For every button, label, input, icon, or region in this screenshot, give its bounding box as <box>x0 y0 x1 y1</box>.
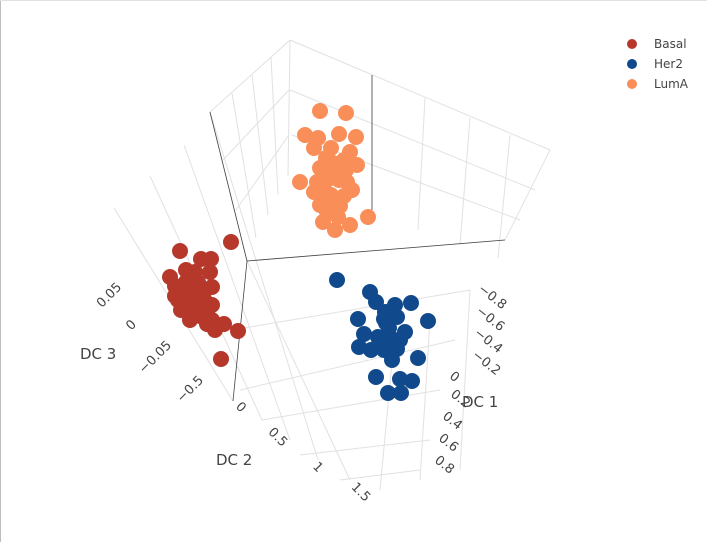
data-point-luma[interactable] <box>314 182 330 198</box>
data-point-her2[interactable] <box>370 329 386 345</box>
data-point-luma[interactable] <box>327 222 343 238</box>
series-her2 <box>329 272 436 401</box>
data-point-basal[interactable] <box>213 351 229 367</box>
data-point-basal[interactable] <box>180 288 196 304</box>
axis-lines <box>209 75 506 402</box>
data-point-luma[interactable] <box>360 209 376 225</box>
series-luma <box>292 103 376 238</box>
data-point-luma[interactable] <box>312 103 328 119</box>
legend-marker <box>627 79 637 89</box>
data-point-her2[interactable] <box>351 339 367 355</box>
y-axis-ticks: 00.511.5 <box>232 399 373 505</box>
data-point-her2[interactable] <box>393 385 409 401</box>
data-point-basal[interactable] <box>204 297 220 313</box>
frame-top-border <box>0 0 707 1</box>
legend-label: Basal <box>654 37 687 51</box>
data-point-her2[interactable] <box>381 320 397 336</box>
data-point-her2[interactable] <box>329 272 345 288</box>
z-axis-tick-label: 0 <box>123 317 139 333</box>
x-axis-tick-label: 0 <box>446 369 462 386</box>
z-axis-tick-label: −0.05 <box>136 338 175 377</box>
data-point-her2[interactable] <box>392 371 408 387</box>
data-point-luma[interactable] <box>348 129 364 145</box>
legend-item-basal[interactable]: Basal <box>627 37 687 51</box>
frame-left-border <box>0 0 1 542</box>
data-point-luma[interactable] <box>338 105 354 121</box>
data-point-luma[interactable] <box>331 126 347 142</box>
data-point-basal[interactable] <box>204 279 220 295</box>
x-axis-title: DC 1 <box>462 393 498 411</box>
data-point-basal[interactable] <box>203 251 219 267</box>
data-point-her2[interactable] <box>356 326 372 342</box>
legend-item-luma[interactable]: LumA <box>627 77 689 91</box>
z-axis-title: DC 3 <box>80 345 116 363</box>
data-point-basal[interactable] <box>192 308 208 324</box>
data-point-luma[interactable] <box>338 162 354 178</box>
data-point-her2[interactable] <box>392 332 408 348</box>
y-axis-tick-label: 1 <box>309 459 325 475</box>
data-point-luma[interactable] <box>318 150 334 166</box>
data-points <box>162 103 436 401</box>
data-point-her2[interactable] <box>380 385 396 401</box>
data-point-luma[interactable] <box>324 197 340 213</box>
y-axis-tick-label: 0 <box>232 399 248 415</box>
x-axis-ticks: −0.8−0.6−0.4−0.200.20.40.60.8 <box>431 282 509 478</box>
data-point-basal[interactable] <box>202 264 218 280</box>
legend-label: LumA <box>654 77 689 91</box>
data-point-basal[interactable] <box>230 323 246 339</box>
data-point-luma[interactable] <box>292 174 308 190</box>
data-point-her2[interactable] <box>403 295 419 311</box>
data-point-luma[interactable] <box>336 188 352 204</box>
data-point-luma[interactable] <box>297 127 313 143</box>
data-point-her2[interactable] <box>410 350 426 366</box>
legend-marker <box>627 39 637 49</box>
data-point-basal[interactable] <box>172 243 188 259</box>
x-axis-tick-label: 0.6 <box>435 431 461 456</box>
legend-marker <box>627 59 637 69</box>
legend-label: Her2 <box>654 57 683 71</box>
series-basal <box>162 234 246 367</box>
data-point-her2[interactable] <box>387 297 403 313</box>
data-point-her2[interactable] <box>384 352 400 368</box>
legend-item-her2[interactable]: Her2 <box>627 57 683 71</box>
data-point-luma[interactable] <box>306 140 322 156</box>
data-point-her2[interactable] <box>363 342 379 358</box>
y-axis-tick-label: 1.5 <box>348 480 373 505</box>
data-point-basal[interactable] <box>167 288 183 304</box>
data-point-luma[interactable] <box>342 217 358 233</box>
data-point-basal[interactable] <box>190 274 206 290</box>
data-point-basal[interactable] <box>223 234 239 250</box>
grid-lines <box>113 39 551 491</box>
data-point-her2[interactable] <box>368 369 384 385</box>
data-point-basal[interactable] <box>207 322 223 338</box>
data-point-basal[interactable] <box>178 274 194 290</box>
z-axis-tick-label: 0.05 <box>94 280 125 311</box>
data-point-her2[interactable] <box>350 311 366 327</box>
z-axis-tick-label: −0.5 <box>174 373 207 406</box>
x-axis-tick-label: 0.4 <box>439 409 465 434</box>
legend[interactable]: Basal Her2 LumA <box>627 37 689 91</box>
x-axis-tick-label: 0.8 <box>431 453 457 478</box>
y-axis-title: DC 2 <box>216 451 252 469</box>
data-point-her2[interactable] <box>420 313 436 329</box>
data-point-her2[interactable] <box>404 373 420 389</box>
